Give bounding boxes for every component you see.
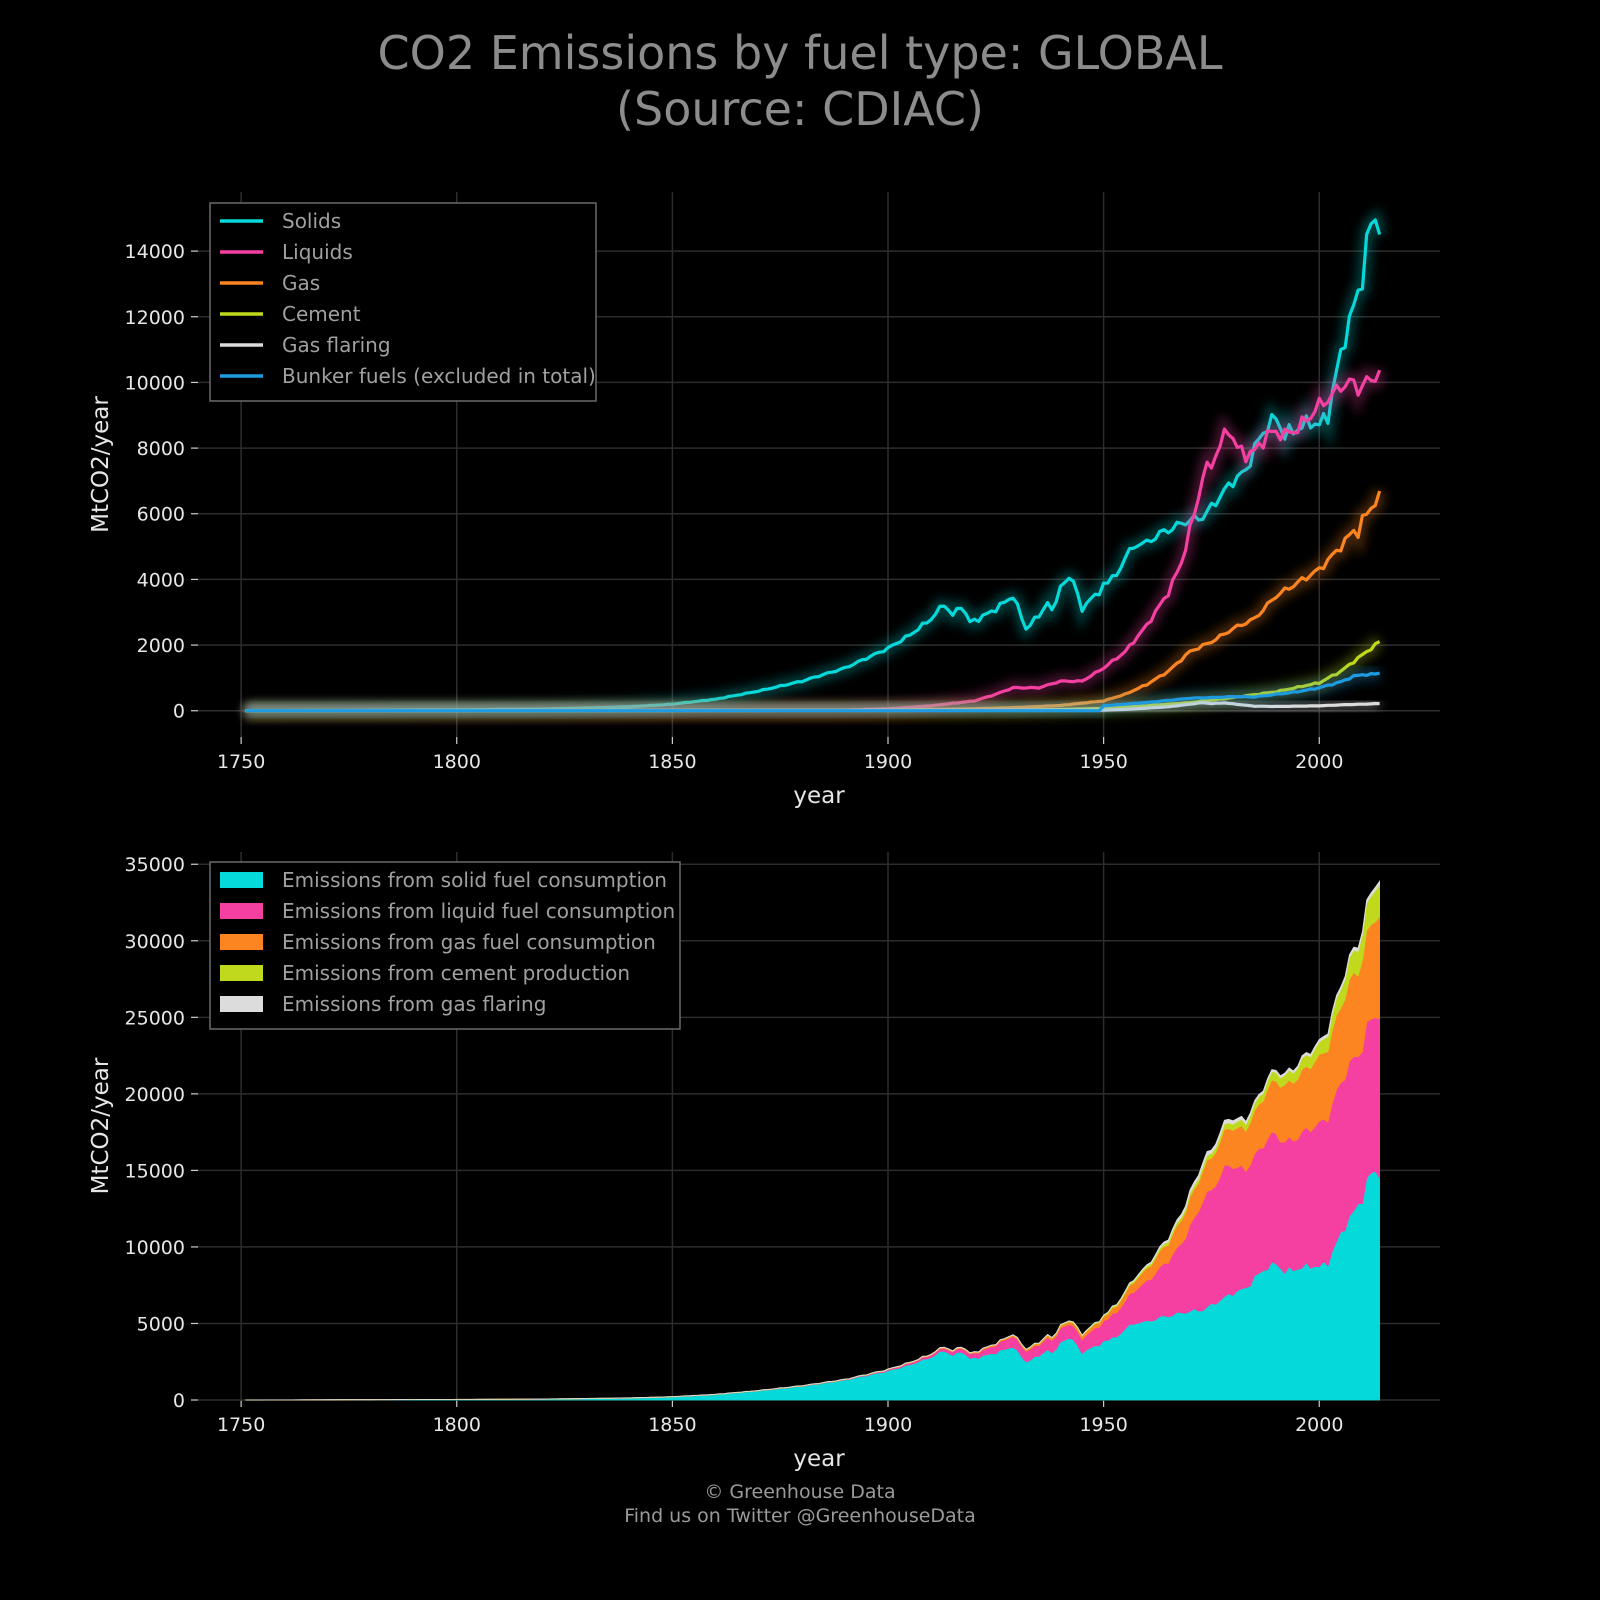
legend-frame — [209, 861, 681, 1030]
y-tick-label: 25000 — [125, 1007, 185, 1029]
legend-top: Solids Liquids Gas Cement Gas flaring Bunker … — [209, 202, 597, 402]
y-tick-label: 4000 — [137, 569, 185, 591]
legend-label: Emissions from liquid fuel consumption — [282, 899, 675, 923]
x-tick-label: 1800 — [433, 751, 481, 773]
x-axis-label: year — [793, 1446, 845, 1472]
x-axis-label: year — [793, 783, 845, 809]
x-tick-label: 1900 — [864, 751, 912, 773]
y-tick-label: 30000 — [125, 931, 185, 953]
x-tick-label: 1850 — [648, 1414, 696, 1436]
legend-label: Liquids — [282, 240, 353, 264]
y-tick-label: 15000 — [125, 1160, 185, 1182]
legend-label: Gas flaring — [282, 333, 391, 357]
legend-swatch — [220, 934, 263, 950]
legend-label: Cement — [282, 302, 361, 326]
legend-swatch — [220, 872, 263, 888]
chart-title-line1: CO2 Emissions by fuel type: GLOBAL — [377, 26, 1223, 80]
y-tick-label: 2000 — [137, 635, 185, 657]
x-tick-label: 1850 — [648, 751, 696, 773]
x-tick-label: 1900 — [864, 1414, 912, 1436]
plot-1: 1750 1800 1850 1900 1950 2000 0 2000 4000 6000 800… — [88, 192, 1440, 809]
y-axis-label: MtCO2/year — [88, 1057, 114, 1194]
x-tick-label: 2000 — [1295, 1414, 1343, 1436]
footer-twitter: Find us on Twitter @GreenhouseData — [624, 1505, 976, 1527]
legend-swatch — [220, 996, 263, 1012]
y-tick-label: 6000 — [137, 504, 185, 526]
y-tick-label: 0 — [173, 701, 185, 723]
y-tick-label: 5000 — [137, 1313, 185, 1335]
y-tick-label: 20000 — [125, 1084, 185, 1106]
legend-label: Bunker fuels (excluded in total) — [282, 364, 596, 388]
series-line-liquids — [245, 369, 1382, 713]
footer-copyright: © Greenhouse Data — [704, 1481, 896, 1503]
series-line-bunker-fuels-excluded-in-total- — [245, 671, 1380, 713]
plot-2: 1750 1800 1850 1900 1950 20000500010000150002… — [88, 852, 1440, 1472]
x-tick-label: 1750 — [217, 1414, 265, 1436]
legend-label: Emissions from gas flaring — [282, 992, 546, 1016]
legend-label: Emissions from solid fuel consumption — [282, 868, 667, 892]
x-tick-label: 1750 — [217, 751, 265, 773]
x-tick-label: 1950 — [1079, 751, 1127, 773]
legend-label: Solids — [282, 209, 341, 233]
x-tick-label: 2000 — [1295, 751, 1343, 773]
y-axis-label: MtCO2/year — [88, 396, 114, 533]
x-tick-label: 1950 — [1079, 1414, 1127, 1436]
y-tick-label: 10000 — [125, 1237, 185, 1259]
series-glow-liquids — [245, 365, 1387, 718]
legend-label: Emissions from cement production — [282, 961, 630, 985]
legend-label: Gas — [282, 271, 320, 295]
y-tick-label: 12000 — [125, 307, 185, 329]
y-tick-label: 8000 — [137, 438, 185, 460]
legend-label: Emissions from gas fuel consumption — [282, 930, 656, 954]
y-tick-label: 10000 — [125, 372, 185, 394]
legend-swatch — [220, 965, 263, 981]
legend-swatch — [220, 903, 263, 919]
x-tick-label: 1800 — [433, 1414, 481, 1436]
y-tick-label: 35000 — [125, 854, 185, 876]
y-tick-label: 14000 — [125, 241, 185, 263]
y-tick-label: 0 — [173, 1390, 185, 1412]
area-gas-flaring — [245, 879, 1380, 1401]
legend-bottom: Emissions from solid fuel consumption Emi… — [209, 861, 681, 1030]
chart-title-line2: (Source: CDIAC) — [616, 82, 984, 136]
legend-frame — [209, 202, 597, 402]
